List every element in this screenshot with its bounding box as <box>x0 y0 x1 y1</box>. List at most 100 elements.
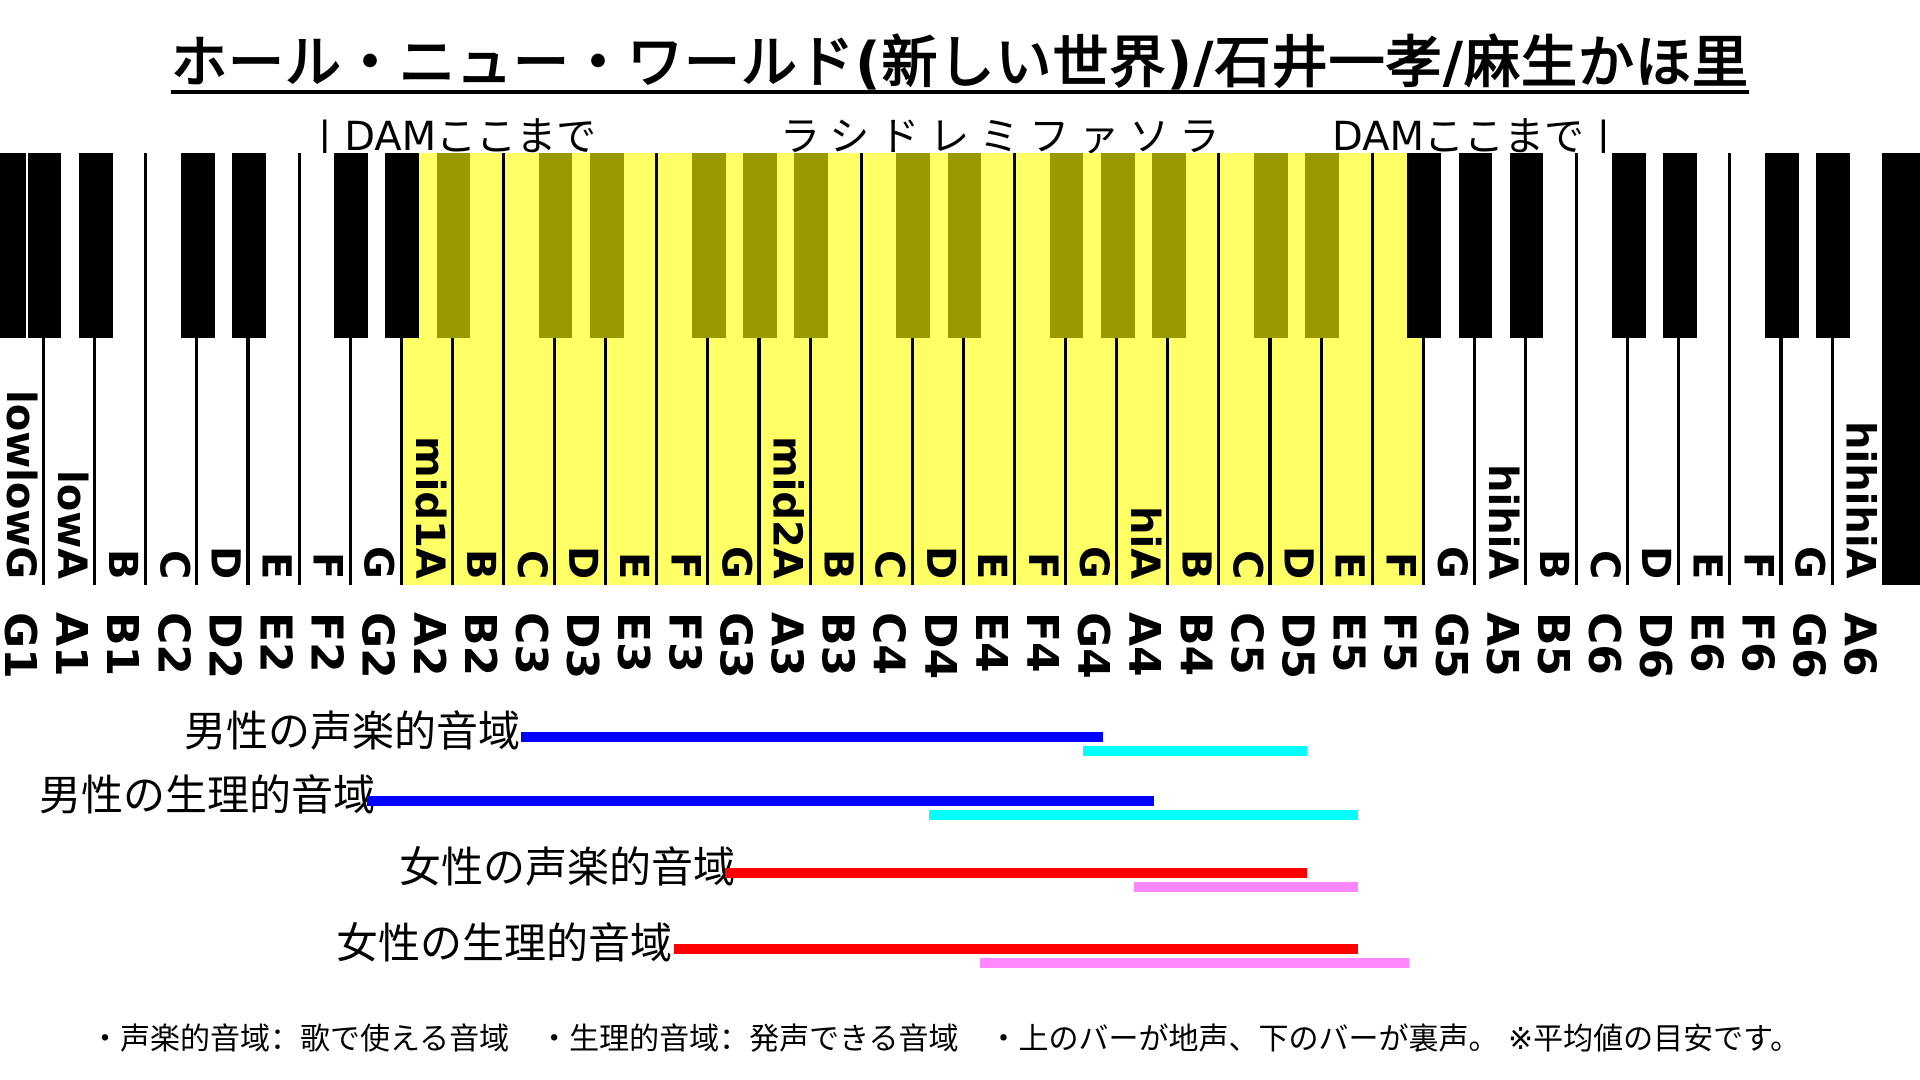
black-key-F1-sharp <box>0 153 26 338</box>
page-title: ホール・ニュー・ワールド(新しい世界)/石井一孝/麻生かほ里 <box>170 31 1750 96</box>
note-name-D6: D6 <box>1629 612 1681 680</box>
key-label-G1: lowlowG <box>0 389 43 579</box>
key-label-B3: B <box>814 548 861 580</box>
key-label-G4: G <box>1070 546 1117 579</box>
key-label-E3: E <box>610 551 657 579</box>
key-label-F6: F <box>1734 551 1781 579</box>
note-name-A1: A1 <box>45 612 97 677</box>
note-name-A4: A4 <box>1118 612 1170 677</box>
key-label-F5: F <box>1376 551 1423 579</box>
falsetto-bar <box>929 810 1359 820</box>
black-key-G4-sharp <box>1100 153 1135 338</box>
black-key-D6-sharp <box>1662 153 1697 338</box>
range-label: 男性の声楽的音域 <box>183 707 520 756</box>
chest-voice-bar <box>673 944 1359 954</box>
chest-voice-bar <box>724 868 1308 878</box>
black-key-D3-sharp <box>589 153 624 338</box>
note-name-C2: C2 <box>147 612 199 675</box>
black-key-F5-sharp <box>1407 153 1442 338</box>
key-label-G6: G <box>1785 546 1832 579</box>
note-name-G4: G4 <box>1067 612 1119 679</box>
note-name-D5: D5 <box>1271 612 1323 680</box>
black-key-C6-sharp <box>1611 153 1646 338</box>
key-label-E2: E <box>252 551 299 579</box>
black-key-D2-sharp <box>232 153 266 338</box>
key-label-D3: D <box>559 545 606 579</box>
key-label-F4: F <box>1019 551 1065 579</box>
chest-voice-bar <box>367 796 1154 806</box>
black-key-A1-sharp <box>78 153 113 338</box>
key-label-C3: C <box>508 549 554 579</box>
black-key-G3-sharp <box>743 153 777 338</box>
black-key-A3-sharp <box>794 153 828 338</box>
key-label-G3: G <box>712 546 759 579</box>
black-key-C5-sharp <box>1254 153 1288 338</box>
note-name-D3: D3 <box>556 612 608 680</box>
note-name-E2: E2 <box>249 612 301 673</box>
note-name-F2: F2 <box>300 612 352 673</box>
note-name-E3: E3 <box>607 612 659 673</box>
dam-limit-right-label: DAMここまで | <box>1332 114 1611 160</box>
key-label-B1: B <box>99 548 146 580</box>
note-name-C3: C3 <box>505 612 556 675</box>
black-key-F2-sharp <box>334 153 369 338</box>
key-label-A2: mid1A <box>405 436 452 579</box>
key-label-C5: C <box>1223 549 1270 579</box>
key-label-E6: E <box>1683 551 1730 579</box>
chest-voice-bar <box>520 732 1103 742</box>
black-key-C4-sharp <box>896 153 931 338</box>
key-label-E5: E <box>1325 551 1372 579</box>
key-label-D5: D <box>1274 545 1321 579</box>
note-name-G5: G5 <box>1424 612 1476 679</box>
falsetto-bar <box>980 958 1410 968</box>
range-label: 男性の生理的音域 <box>38 771 375 820</box>
key-label-B2: B <box>456 548 503 580</box>
key-label-A5: hihiA <box>1478 463 1525 579</box>
black-key-D4-sharp <box>947 153 982 338</box>
note-name-G1: G1 <box>0 612 45 679</box>
key-label-C6: C <box>1581 549 1628 579</box>
black-key-G5-sharp <box>1458 153 1493 338</box>
note-name-A6: A6 <box>1833 612 1885 677</box>
note-name-E4: E4 <box>964 612 1016 673</box>
note-name-B3: B3 <box>811 612 863 677</box>
note-name-G3: G3 <box>709 612 761 679</box>
key-label-G2: G <box>354 546 401 579</box>
black-key-G6-sharp <box>1816 153 1850 338</box>
key-label-F3: F <box>661 551 708 579</box>
key-label-A3: mid2A <box>763 436 810 579</box>
note-name-G2: G2 <box>351 612 403 679</box>
key-label-E4: E <box>967 551 1014 579</box>
key-label-D4: D <box>916 545 963 579</box>
note-name-B2: B2 <box>453 612 505 677</box>
note-name-A3: A3 <box>760 612 812 677</box>
key-label-A1: lowA <box>48 469 95 579</box>
key-label-A4: hiA <box>1121 505 1168 579</box>
note-name-B5: B5 <box>1527 612 1578 677</box>
note-name-B1: B1 <box>96 612 148 677</box>
black-key-A2-sharp <box>436 153 471 338</box>
falsetto-bar <box>1082 746 1308 756</box>
note-name-D4: D4 <box>913 612 965 680</box>
black-key-C3-sharp <box>538 153 573 338</box>
black-key-D5-sharp <box>1305 153 1339 338</box>
black-key-F4-sharp <box>1049 153 1084 338</box>
falsetto-bar <box>1133 882 1359 892</box>
note-name-A5: A5 <box>1475 612 1527 677</box>
key-label-B4: B <box>1172 548 1219 580</box>
key-label-F2: F <box>303 551 350 579</box>
note-name-C4: C4 <box>862 612 914 675</box>
black-key-F6-sharp <box>1765 153 1799 338</box>
footnote: ・声楽的音域：歌で使える音域 ・生理的音域：発声できる音域 ・上のバーが地声、下… <box>90 1022 1801 1057</box>
black-key-G1-sharp <box>27 153 62 338</box>
note-name-E5: E5 <box>1322 612 1374 673</box>
black-key-F3-sharp <box>692 153 726 338</box>
note-name-A2: A2 <box>402 612 454 677</box>
white-key-B3 <box>811 153 863 585</box>
key-label-C2: C <box>150 549 197 579</box>
note-name-F6: F6 <box>1731 612 1783 673</box>
key-label-D2: D <box>201 545 248 579</box>
dam-limit-left-label: | DAMここまで <box>318 114 597 160</box>
note-name-G6: G6 <box>1782 612 1834 679</box>
